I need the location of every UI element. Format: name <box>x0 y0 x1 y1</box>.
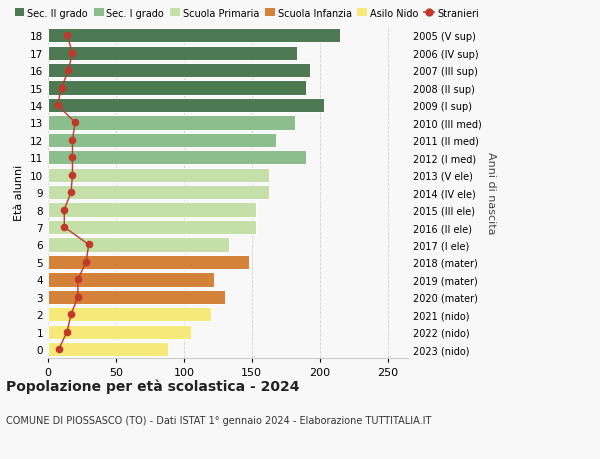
Bar <box>48 220 256 235</box>
Bar <box>48 29 340 43</box>
Bar <box>48 151 306 165</box>
Legend: Sec. II grado, Sec. I grado, Scuola Primaria, Scuola Infanzia, Asilo Nido, Stran: Sec. II grado, Sec. I grado, Scuola Prim… <box>11 5 482 22</box>
Bar <box>48 238 229 252</box>
Bar <box>48 46 296 61</box>
Bar <box>48 168 269 183</box>
Bar <box>48 116 295 130</box>
Bar <box>48 99 324 113</box>
Bar <box>48 273 214 287</box>
Bar <box>48 290 224 304</box>
Text: Popolazione per età scolastica - 2024: Popolazione per età scolastica - 2024 <box>6 379 299 393</box>
Bar <box>48 134 276 148</box>
Y-axis label: Anni di nascita: Anni di nascita <box>485 151 496 234</box>
Bar <box>48 342 167 357</box>
Bar <box>48 185 269 200</box>
Bar <box>48 203 256 217</box>
Text: COMUNE DI PIOSSASCO (TO) - Dati ISTAT 1° gennaio 2024 - Elaborazione TUTTITALIA.: COMUNE DI PIOSSASCO (TO) - Dati ISTAT 1°… <box>6 415 431 425</box>
Bar <box>48 64 310 78</box>
Bar <box>48 325 191 339</box>
Bar <box>48 81 306 95</box>
Bar <box>48 308 211 322</box>
Bar <box>48 255 249 269</box>
Y-axis label: Età alunni: Età alunni <box>14 165 25 221</box>
